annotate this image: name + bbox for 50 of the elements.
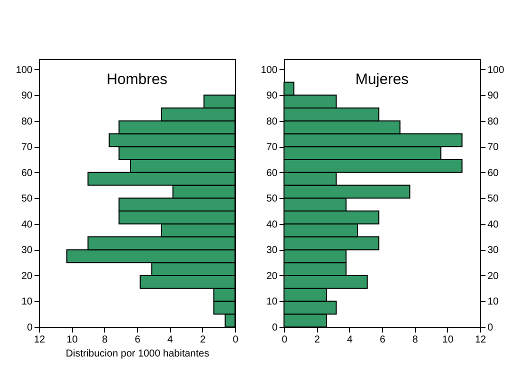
x-tick-label: 12 <box>474 334 486 346</box>
y-tick-label: 70 <box>21 142 33 154</box>
x-tick-label: 0 <box>282 334 288 346</box>
y-tick-label: 60 <box>21 168 33 179</box>
x-tick-label: 8 <box>412 334 418 346</box>
x-tick-label: 6 <box>134 334 141 346</box>
y-tick-label: 0 <box>272 322 278 334</box>
x-tick-label: 10 <box>66 334 78 346</box>
x-tick-label: 0 <box>232 334 239 346</box>
x-tick-label: 8 <box>102 334 108 346</box>
x-tick-label: 2 <box>200 334 206 346</box>
y2-tick-label: 70 <box>488 142 500 154</box>
y-tick-label: 20 <box>266 270 278 282</box>
y-tick-label: 80 <box>21 116 33 128</box>
text: Mujeres <box>355 71 409 88</box>
y-tick-label: 30 <box>266 245 278 256</box>
x-tick-label: 12 <box>34 334 46 346</box>
y2-tick-label: 50 <box>488 194 500 205</box>
y-tick-label: 100 <box>260 64 278 76</box>
y-tick-label: 10 <box>21 296 33 308</box>
y-tick-label: 50 <box>21 194 33 205</box>
y2-tick-label: 20 <box>488 270 500 282</box>
x-tick-label: 2 <box>314 334 320 346</box>
y-tick-label: 0 <box>26 322 33 334</box>
y-tick-label: 20 <box>21 270 33 282</box>
y-tick-label: 90 <box>266 90 278 102</box>
y2-tick-label: 90 <box>488 90 500 102</box>
y2-tick-label: 60 <box>488 168 500 179</box>
y2-tick-label: 40 <box>488 219 500 230</box>
y2-tick-label: 80 <box>488 116 500 128</box>
y-tick-label: 50 <box>266 194 278 205</box>
y2-tick-label: 30 <box>488 245 500 256</box>
x-tick-label: 4 <box>347 334 354 346</box>
x-tick-label: 4 <box>167 334 174 346</box>
x-tick-label: 10 <box>442 334 454 346</box>
y-tick-label: 80 <box>266 116 278 128</box>
y-tick-label: 60 <box>266 168 278 179</box>
y-tick-label: 70 <box>266 142 278 154</box>
text: Hombres <box>106 71 168 88</box>
y2-tick-label: 10 <box>488 296 500 308</box>
x-tick-label: 6 <box>380 334 386 346</box>
y-tick-label: 90 <box>21 90 33 102</box>
y-tick-label: 40 <box>21 219 33 230</box>
y-tick-label: 30 <box>21 245 33 256</box>
y-tick-label: 40 <box>266 219 278 230</box>
y2-tick-label: 0 <box>488 322 494 334</box>
y-tick-label: 10 <box>266 296 278 308</box>
y2-tick-label: 100 <box>488 64 505 76</box>
y-tick-label: 100 <box>16 64 33 76</box>
x-axis-title: Distribucion por 1000 habitantes <box>66 348 210 360</box>
